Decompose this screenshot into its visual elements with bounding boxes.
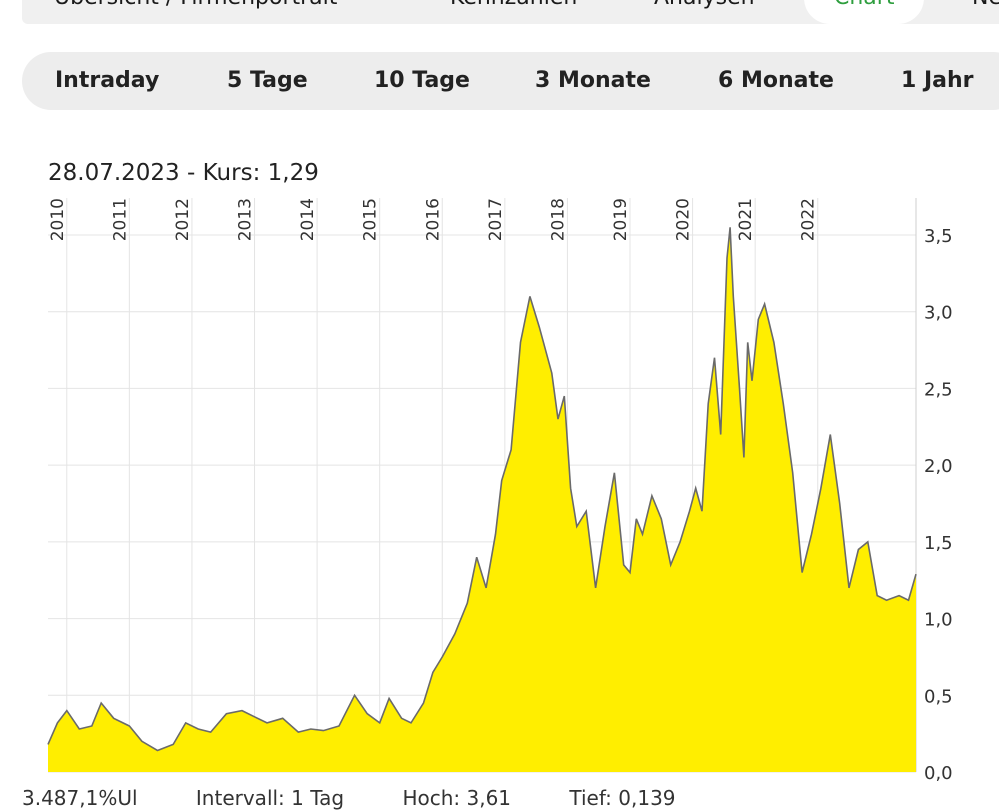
price-line xyxy=(47,227,917,752)
range-10-tage-button[interactable]: 10 Tage xyxy=(374,68,470,93)
y-tick-label: 3,0 xyxy=(924,303,953,324)
x-tick-label: 2013 xyxy=(236,198,256,241)
x-tick-label: 2018 xyxy=(548,198,568,241)
x-tick-label: 2012 xyxy=(173,198,193,241)
price-chart[interactable]: 2010 2011 2012 2013 2014 2015 2016 2017 2018 2019… xyxy=(0,190,999,785)
y-tick-label: 2,0 xyxy=(924,456,953,477)
range-intraday-button[interactable]: Intraday xyxy=(55,68,160,93)
x-tick-label: 2011 xyxy=(110,198,130,241)
footer-high: Hoch: 3,61 xyxy=(402,786,512,810)
y-tick-label: 2,5 xyxy=(924,379,953,400)
x-tick-label: 2016 xyxy=(423,198,443,241)
y-tick-label: 1,5 xyxy=(924,533,953,554)
x-tick-label: 2020 xyxy=(674,198,694,241)
range-3-monate-button[interactable]: 3 Monate xyxy=(535,68,651,93)
price-area xyxy=(48,227,916,773)
x-tick-label: 2010 xyxy=(48,198,68,241)
top-navigation: Übersicht / Firmenportrait Kennzahlen An… xyxy=(22,0,999,24)
quote-price: - Kurs: 1,29 xyxy=(179,160,319,186)
tab-overview[interactable]: Übersicht / Firmenportrait xyxy=(54,0,337,24)
x-tick-label: 2014 xyxy=(298,198,318,241)
x-tick-label: 2017 xyxy=(486,198,506,241)
y-tick-label: 1,0 xyxy=(924,610,953,631)
chart-footer: 3.487,1%Ul Intervall: 1 Tag Hoch: 3,61 T… xyxy=(22,786,728,810)
tab-chart[interactable]: Chart xyxy=(804,0,925,24)
quote-date: 28.07.2023 xyxy=(48,160,180,186)
x-tick-label: 2022 xyxy=(799,198,819,241)
x-tick-label: 2019 xyxy=(611,198,631,241)
range-1-jahr-button[interactable]: 1 Jahr xyxy=(901,68,974,93)
range-5-tage-button[interactable]: 5 Tage xyxy=(227,68,308,93)
y-tick-label: 3,5 xyxy=(924,226,953,247)
footer-exchange: 3.487,1%Ul xyxy=(22,786,138,810)
tab-kennzahlen[interactable]: Kennzahlen xyxy=(450,0,577,24)
x-axis-labels: 2010 2011 2012 2013 2014 2015 2016 2017 2018 2019… xyxy=(48,198,819,241)
footer-low: Tief: 0,139 xyxy=(569,786,676,810)
y-tick-label: 0,5 xyxy=(924,686,953,707)
y-tick-label: 0,0 xyxy=(924,763,953,784)
range-6-monate-button[interactable]: 6 Monate xyxy=(718,68,834,93)
quote-info: 28.07.2023 - Kurs: 1,29 xyxy=(48,160,319,186)
tab-analysen[interactable]: Analysen xyxy=(654,0,755,24)
footer-interval[interactable]: Intervall: 1 Tag xyxy=(195,786,345,810)
time-range-bar: Intraday 5 Tage 10 Tage 3 Monate 6 Monat… xyxy=(22,52,999,110)
y-axis-labels: 0,0 0,5 1,0 1,5 2,0 2,5 3,0 3,5 xyxy=(924,226,953,784)
x-tick-label: 2015 xyxy=(361,198,381,241)
tab-next[interactable]: Ne xyxy=(972,0,999,24)
x-tick-label: 2021 xyxy=(736,198,756,241)
